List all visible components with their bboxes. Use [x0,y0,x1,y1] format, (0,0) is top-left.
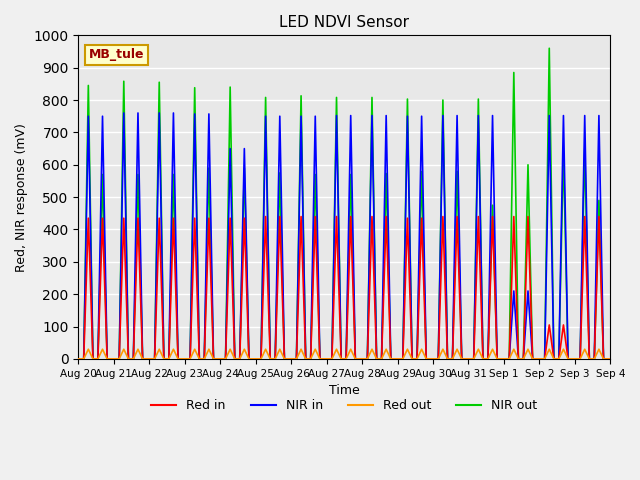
Legend: Red in, NIR in, Red out, NIR out: Red in, NIR in, Red out, NIR out [147,395,542,418]
Text: MB_tule: MB_tule [89,48,145,61]
Y-axis label: Red, NIR response (mV): Red, NIR response (mV) [15,123,28,272]
Title: LED NDVI Sensor: LED NDVI Sensor [279,15,410,30]
X-axis label: Time: Time [329,384,360,397]
